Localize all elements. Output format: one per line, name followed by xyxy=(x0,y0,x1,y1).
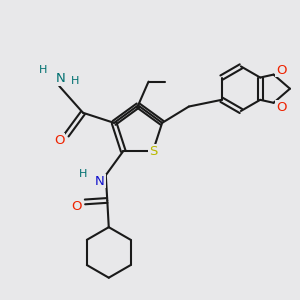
Text: O: O xyxy=(54,134,64,147)
Text: N: N xyxy=(56,72,66,85)
Text: O: O xyxy=(71,200,81,213)
Text: H: H xyxy=(71,76,80,86)
Text: O: O xyxy=(276,64,286,76)
Text: S: S xyxy=(149,145,157,158)
Text: O: O xyxy=(276,101,286,114)
Text: H: H xyxy=(39,65,47,75)
Text: H: H xyxy=(79,169,88,179)
Text: N: N xyxy=(95,175,105,188)
